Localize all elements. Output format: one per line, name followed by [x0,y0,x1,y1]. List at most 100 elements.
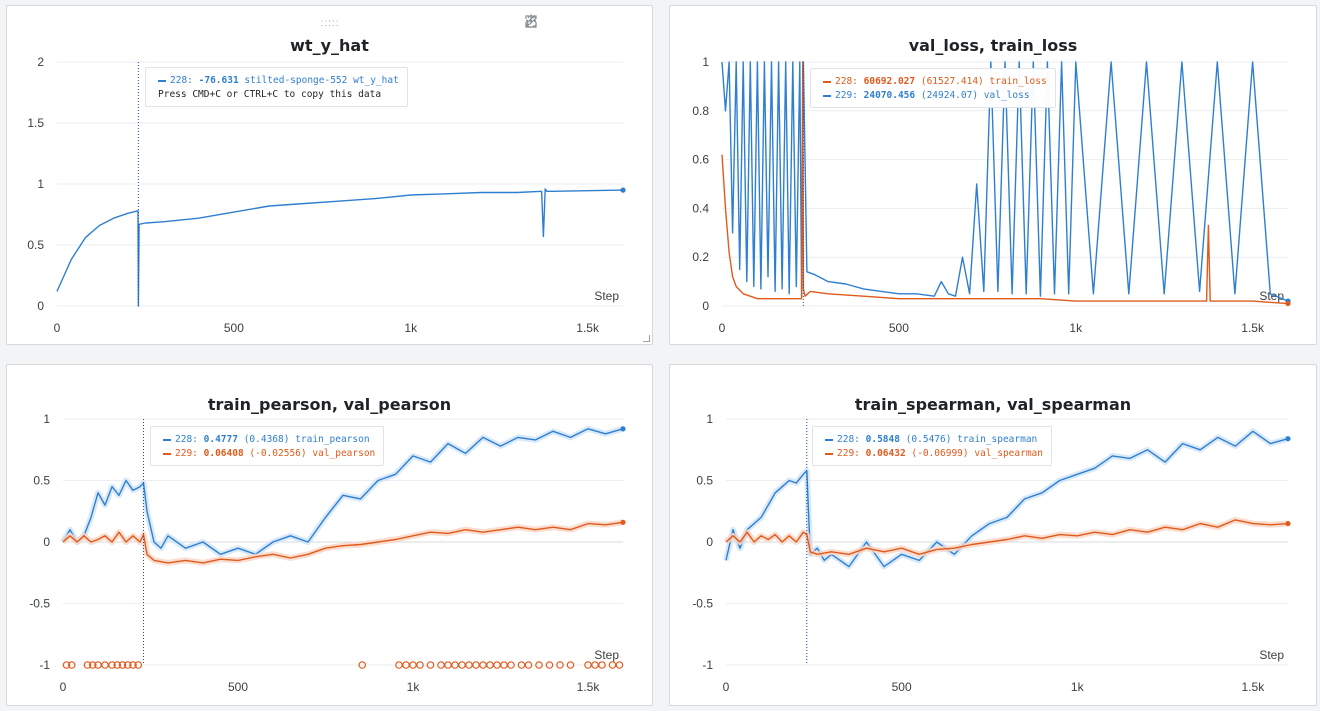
x-tick-label: 1.5k [576,321,600,335]
y-tick-label: 0.6 [692,153,709,167]
y-tick-label: -0.5 [692,597,713,611]
chart-panel-loss: val_loss, train_loss 0 0.2 0.4 0.6 0.8 1 0 500 1… [669,5,1317,345]
y-tick-label: 1.5 [27,116,44,130]
x-tick-label: 500 [892,680,912,694]
legend-swatch [825,453,833,455]
chart-panel-wt-y-hat: ::::: wt_y_hat 0 0.5 1 1.5 2 0 500 1k 1.5k Step 2… [6,5,653,345]
legend-swatch [158,80,166,82]
tooltip-paren-value: (-0.06999) [911,448,969,459]
chart-title: train_pearson, val_pearson [207,395,452,414]
panel-toolbar [524,14,644,38]
data-point [472,661,480,669]
y-tick-label: -1 [702,658,713,672]
data-point [479,661,487,669]
hover-tooltip: 228: 0.4777 (0.4368) train_pearson 229: … [150,426,385,466]
tooltip-value: 24070.456 [863,90,916,101]
tooltip-series-name: train_loss [989,76,1047,87]
chart-panel-pearson: train_pearson, val_pearson -1 -0.5 0 0.5 1 0 5… [6,364,653,706]
data-point [615,661,624,669]
data-point [108,661,116,669]
legend-swatch [823,95,831,97]
tooltip-run: 229: [175,448,198,459]
series-line [725,430,1289,568]
tooltip-row: 228: 0.4777 (0.4368) train_pearson [163,433,375,447]
y-tick-label: 0.5 [696,474,713,488]
tooltip-series-name: train_pearson [295,434,370,445]
data-point [556,661,564,669]
series-end-point [1285,520,1291,527]
x-tick-label: 1k [1071,680,1085,694]
tooltip-row: 229: 0.06408 (-0.02556) val_pearson [163,447,375,461]
series-end-point [620,426,626,432]
copy-hint: Press CMD+C or CTRL+C to copy this data [158,89,382,100]
tooltip-run: 229: [835,90,858,101]
chart-plot[interactable]: 0 0.2 0.4 0.6 0.8 1 0 500 1k 1.5k Step [670,6,1317,345]
legend-swatch [825,439,833,441]
x-tick-label: 1.5k [577,680,601,694]
data-point [416,661,424,669]
tooltip-paren-value: (-0.02556) [249,448,307,459]
tooltip-row: 229: 24070.456 (24924.07) val_loss [823,89,1047,103]
series-line [721,61,1289,305]
y-tick-label: 0.5 [27,238,44,252]
data-point [395,661,403,669]
y-tick-label: 0.2 [692,250,709,264]
x-axis-label: Step [1259,648,1284,662]
x-tick-label: 1.5k [1241,321,1265,335]
data-point [358,661,367,669]
series-line [725,519,1289,556]
tooltip-paren-value: (61527.414) [920,76,984,87]
tooltip-value: 0.06432 [865,448,906,459]
chart-panel-spearman: train_spearman, val_spearman -1 -0.5 0 0.5 1… [669,364,1317,706]
more-icon[interactable] [525,14,644,38]
y-tick-label: 1 [706,412,713,426]
data-point [426,661,435,669]
data-point [486,661,494,669]
data-point [83,661,92,669]
chart-plot[interactable]: 0 0.5 1 1.5 2 0 500 1k 1.5k Step [7,6,653,345]
data-point [545,661,554,669]
edit-icon[interactable] [526,14,580,38]
y-tick-label: 0 [706,535,713,549]
tooltip-value: -76.631 [198,75,239,86]
tooltip-value: 0.06408 [203,448,244,459]
data-point [67,661,76,669]
hover-tooltip: 228: -76.631 stilted-sponge-552 wt_y_hat… [145,67,408,107]
x-tick-label: 1k [1069,321,1083,335]
fullscreen-icon[interactable] [525,14,612,38]
data-point [598,661,606,669]
data-point [493,661,501,669]
tooltip-run: 229: [837,448,860,459]
y-tick-label: -0.5 [29,597,50,611]
data-point [118,661,127,669]
chart-title: wt_y_hat [290,36,369,55]
data-point [134,661,143,669]
legend-swatch [823,81,831,83]
series-end-point [620,187,626,193]
data-point [444,661,452,669]
chart-plot[interactable]: -1 -0.5 0 0.5 1 0 500 1k 1.5k Step [670,365,1317,706]
y-tick-label: 0 [702,299,709,313]
resize-handle-icon[interactable] [643,335,650,342]
x-tick-label: 0 [54,321,61,335]
y-tick-label: 1 [702,55,709,69]
drag-handle-icon[interactable]: ::::: [320,18,340,29]
chart-plot[interactable]: -1 -0.5 0 0.5 1 0 500 1k 1.5k Step [7,365,653,706]
data-point [437,661,445,669]
data-point [123,661,132,669]
tooltip-row: 228: 0.5848 (0.5476) train_spearman [825,433,1043,447]
x-tick-label: 1k [407,680,421,694]
tooltip-run: 228: [170,75,193,86]
tooltip-paren-value: (0.5476) [905,434,952,445]
chart-title: val_loss, train_loss [908,36,1078,55]
x-tick-label: 500 [228,680,248,694]
x-axis-label: Step [594,648,619,662]
y-tick-label: 1 [43,412,50,426]
data-point [507,661,515,669]
tooltip-series-name: train_spearman [957,434,1038,445]
tooltip-series-name: val_pearson [312,448,376,459]
x-tick-label: 0 [719,321,726,335]
y-tick-label: 1 [37,177,44,191]
tooltip-series-name: stilted-sponge-552 wt_y_hat [244,75,399,86]
series-halo [61,519,624,566]
